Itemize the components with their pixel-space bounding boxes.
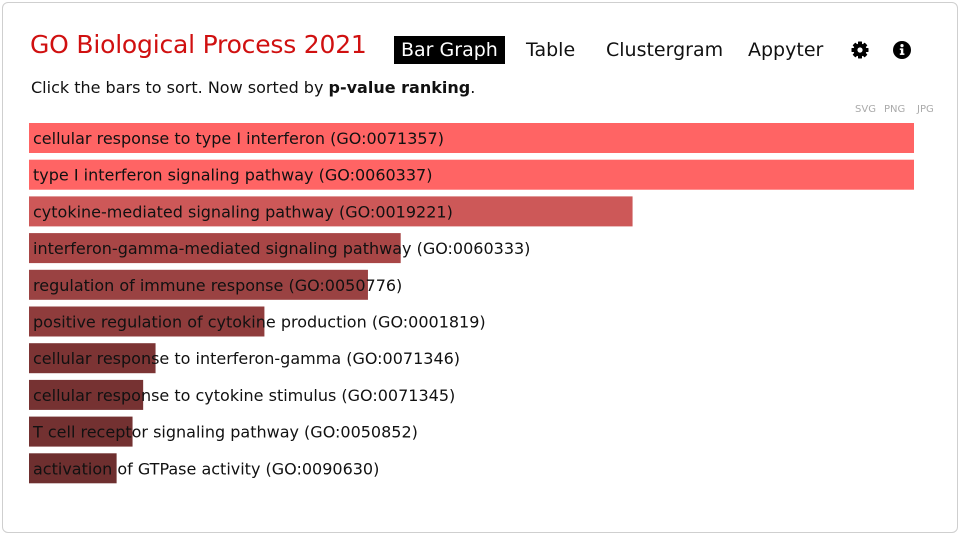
tab-table[interactable]: Table <box>526 39 576 61</box>
bar-10[interactable] <box>29 453 117 484</box>
bar-label-1: cellular response to type I interferon (… <box>33 129 444 148</box>
bar-8[interactable] <box>29 379 144 410</box>
bar-label-6: positive regulation of cytokine producti… <box>33 313 486 332</box>
gear-icon[interactable] <box>850 40 870 60</box>
bar-label-9: T cell receptor signaling pathway (GO:00… <box>32 423 418 442</box>
bar-label-8: cellular response to cytokine stimulus (… <box>33 386 455 405</box>
bar-2[interactable] <box>29 159 914 190</box>
info-icon[interactable] <box>892 40 912 60</box>
instructions-prefix: Click the bars to sort. Now sorted by <box>31 78 329 97</box>
bar-6[interactable] <box>29 306 265 337</box>
tab-appyter[interactable]: Appyter <box>748 39 824 61</box>
bar-7[interactable] <box>29 343 156 374</box>
bar-label-2: type I interferon signaling pathway (GO:… <box>33 166 432 185</box>
tab-bar-graph[interactable]: Bar Graph <box>394 36 505 64</box>
bar-4[interactable] <box>29 233 401 264</box>
sort-key: p-value ranking <box>328 78 471 97</box>
tab-clustergram[interactable]: Clustergram <box>606 39 724 61</box>
bar-label-3: cytokine-mediated signaling pathway (GO:… <box>33 202 453 221</box>
bar-3[interactable] <box>29 196 633 227</box>
bar-label-7: cellular response to interferon-gamma (G… <box>33 349 460 368</box>
bar-1[interactable] <box>29 123 914 153</box>
bar-5[interactable] <box>29 269 368 300</box>
export-png-link[interactable]: PNG <box>884 104 906 115</box>
export-jpg-link[interactable]: JPG <box>917 104 934 115</box>
library-title: GO Biological Process 2021 <box>30 30 367 59</box>
bar-9[interactable] <box>29 416 133 447</box>
bar-label-5: regulation of immune response (GO:005077… <box>33 276 402 295</box>
bar-label-4: interferon-gamma-mediated signaling path… <box>33 239 530 258</box>
instructions-suffix: . <box>470 78 476 97</box>
bar-label-10: activation of GTPase activity (GO:009063… <box>33 459 379 478</box>
sort-instructions: Click the bars to sort. Now sorted by p-… <box>31 78 475 97</box>
export-svg-link[interactable]: SVG <box>855 104 876 115</box>
enrichment-bar-chart: cellular response to type I interferon (… <box>29 123 914 484</box>
